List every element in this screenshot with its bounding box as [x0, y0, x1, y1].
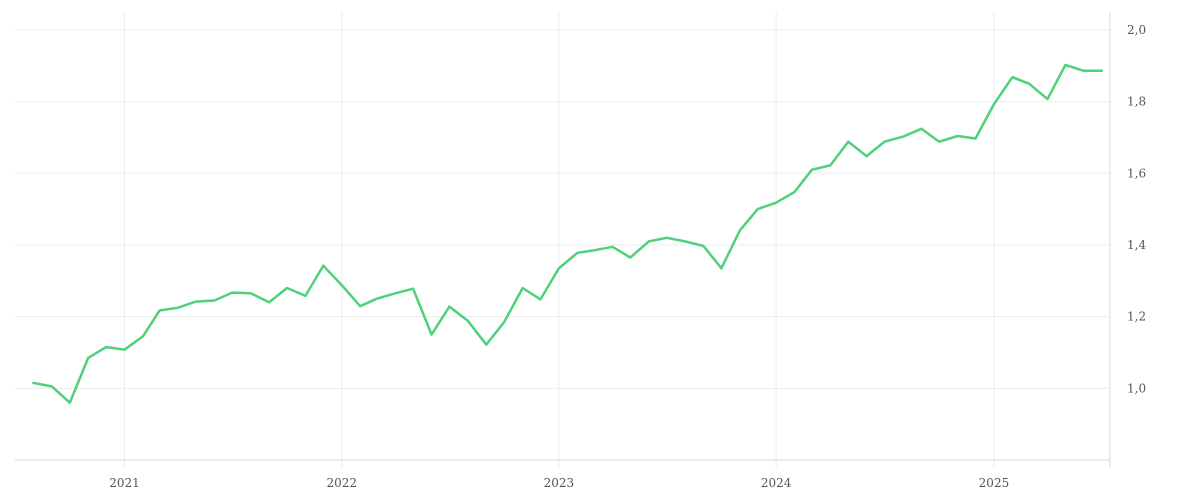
y-tick-label: 1,0 — [1127, 381, 1146, 395]
x-tick-label: 2023 — [544, 476, 575, 490]
x-tick-label: 2025 — [979, 476, 1010, 490]
y-tick-label: 1,6 — [1127, 166, 1146, 180]
y-tick-label: 1,8 — [1127, 95, 1146, 109]
tick-labels: 1,0 1,2 1,4 1,6 1,8 2,0 2021 2022 2023 2024 2025 — [109, 23, 1146, 490]
series — [32, 63, 1103, 404]
y-tick-label: 1,2 — [1127, 310, 1146, 324]
y-tick-label: 2,0 — [1127, 23, 1146, 37]
axes — [15, 12, 1111, 468]
grid — [15, 12, 1110, 468]
x-tick-label: 2021 — [109, 476, 140, 490]
x-tick-label: 2022 — [326, 476, 357, 490]
y-tick-label: 1,4 — [1127, 238, 1146, 252]
x-tick-label: 2024 — [761, 476, 792, 490]
series-line — [32, 63, 1103, 404]
